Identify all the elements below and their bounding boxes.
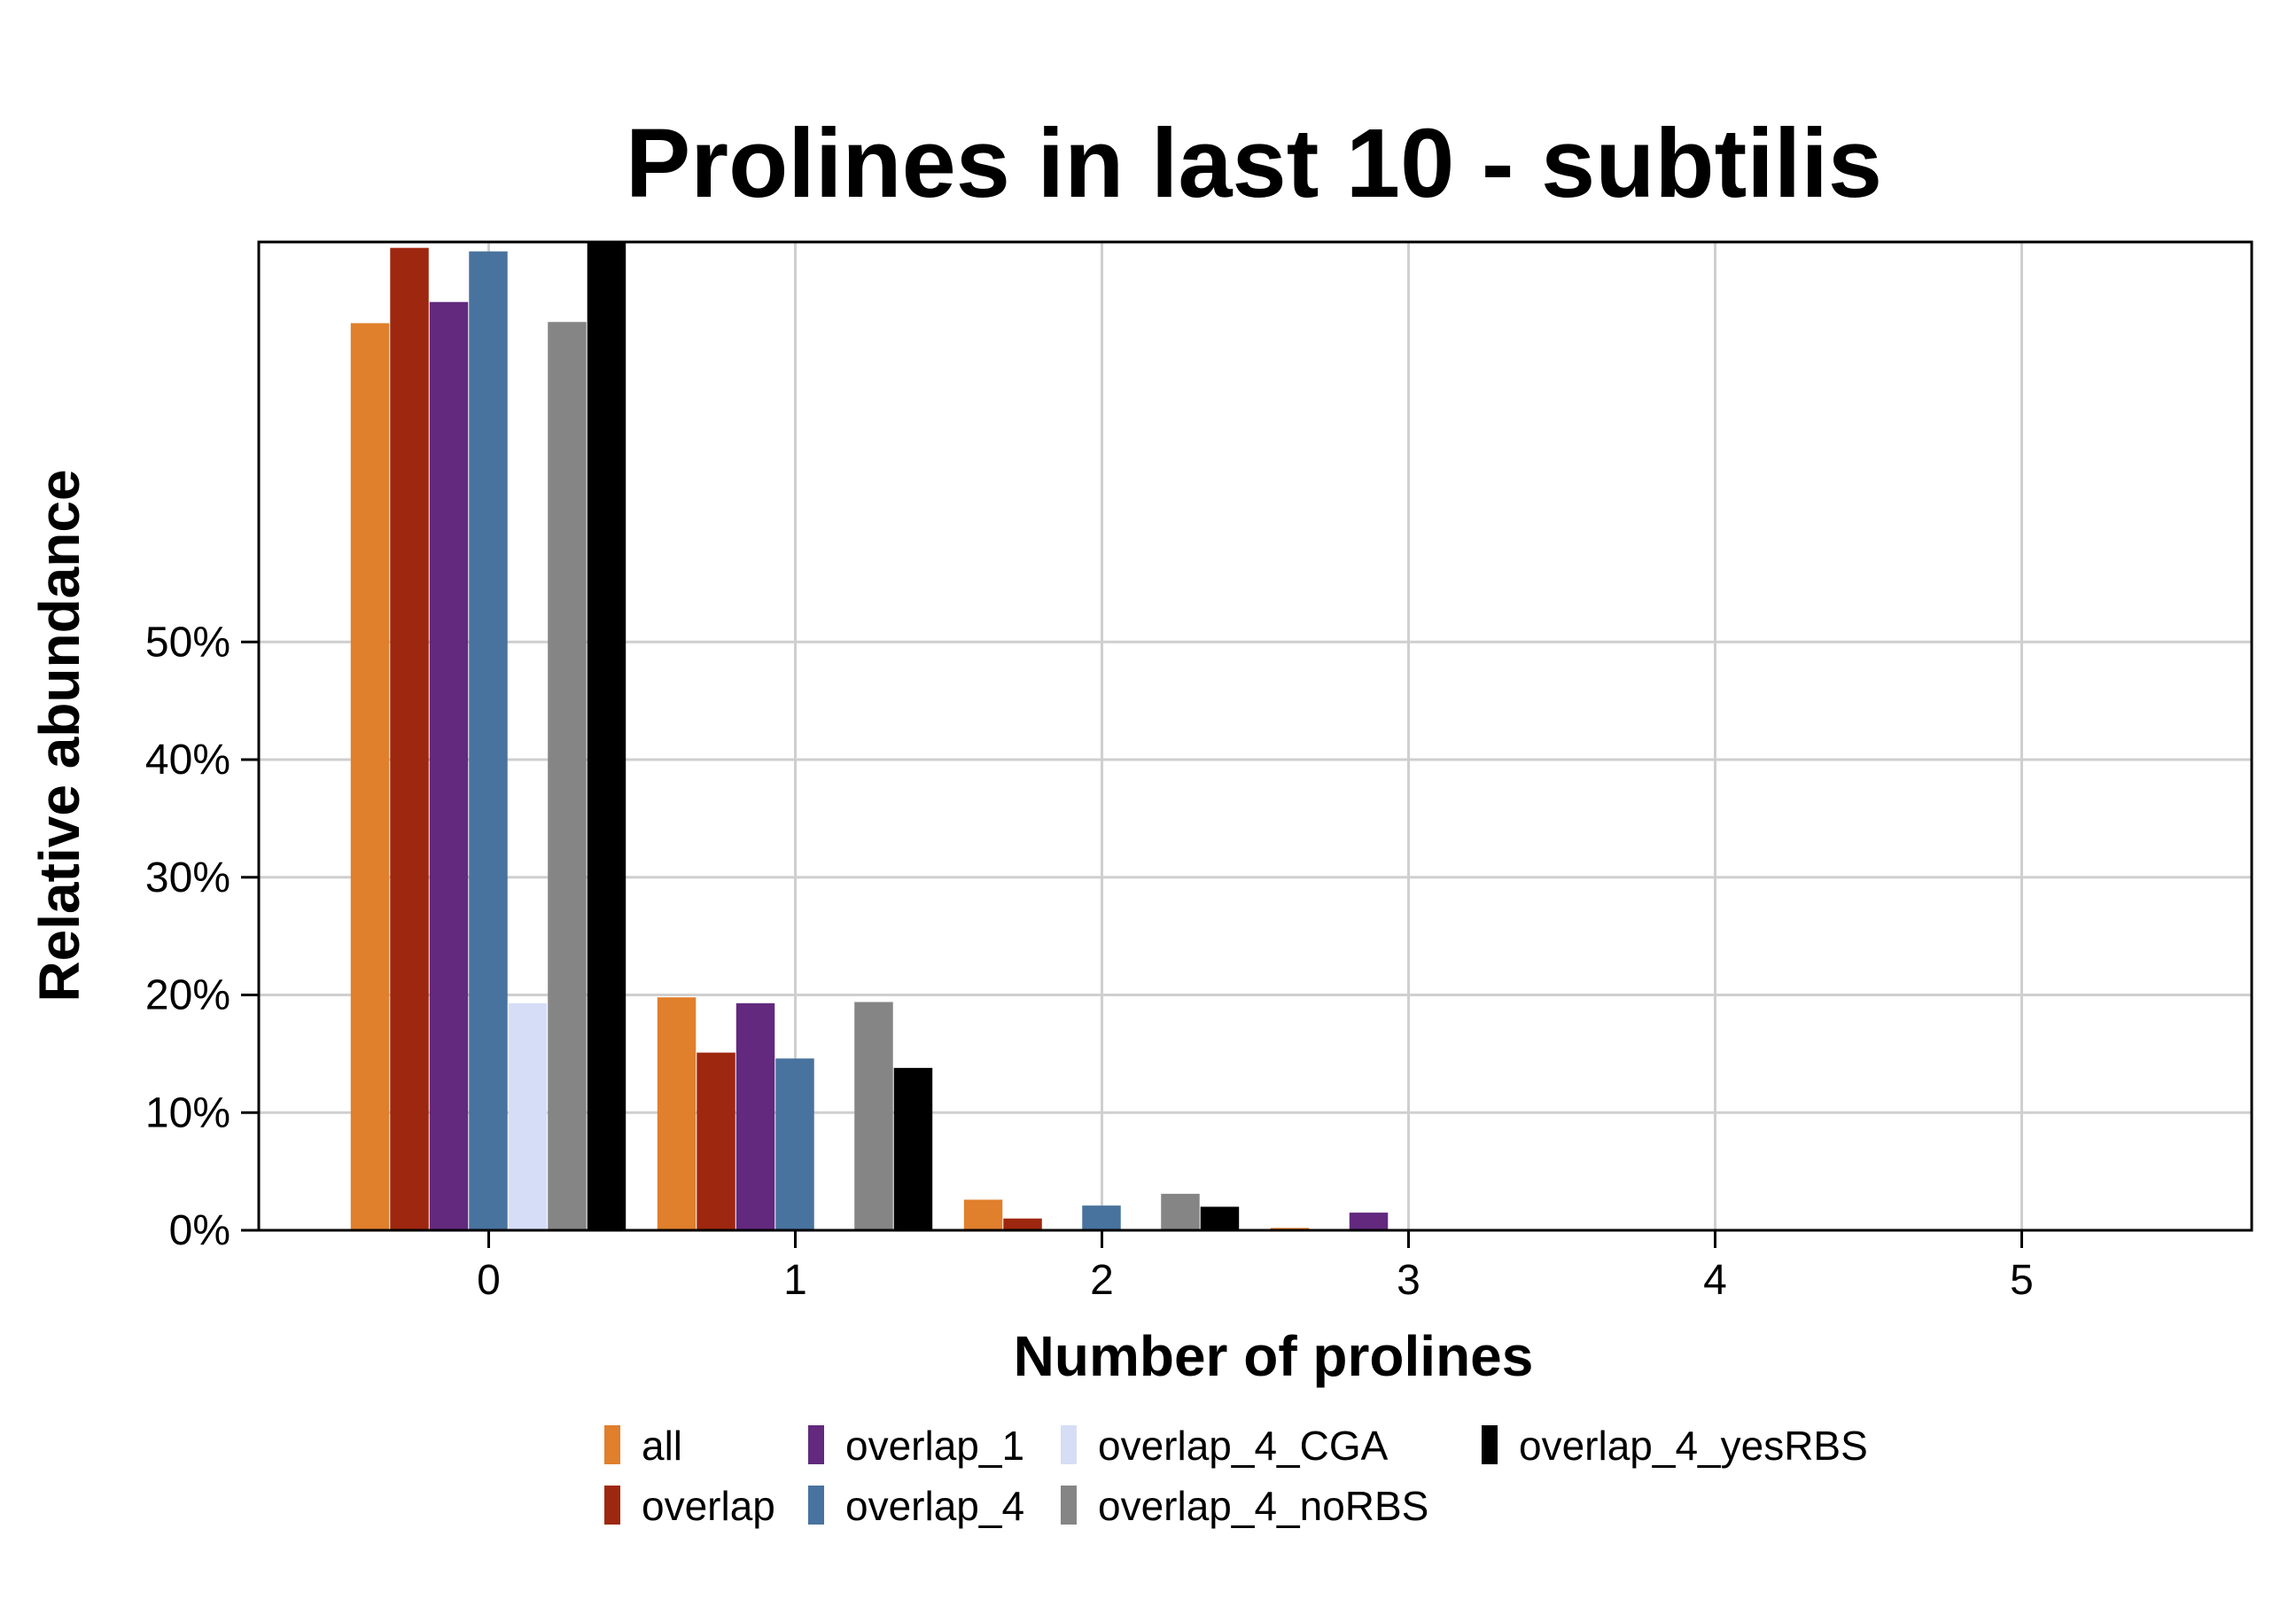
legend-swatch bbox=[604, 1486, 620, 1525]
y-tick-label: 0% bbox=[169, 1207, 230, 1254]
x-tick-label: 0 bbox=[477, 1257, 501, 1304]
chart-title: Prolines in last 10 - subtilis bbox=[626, 109, 1882, 218]
bar-all-1 bbox=[657, 997, 697, 1230]
bar-overlap-2 bbox=[1003, 1218, 1042, 1230]
legend-label: overlap_4 bbox=[845, 1483, 1024, 1529]
legend-swatch bbox=[604, 1425, 620, 1464]
axes: 0% 10% 20% 30% 40% 50% 0 1 2 3 4 5 bbox=[145, 619, 2034, 1304]
legend: all overlap overlap_1 overlap_4 overlap_4_CG… bbox=[604, 1423, 1868, 1529]
y-tick-label: 30% bbox=[145, 854, 230, 901]
legend-swatch bbox=[1482, 1425, 1498, 1464]
legend-label: overlap_4_yesRBS bbox=[1519, 1423, 1868, 1469]
bar-overlap-1 bbox=[697, 1052, 735, 1230]
x-tick-label: 2 bbox=[1090, 1257, 1114, 1304]
y-tick-label: 50% bbox=[145, 619, 230, 666]
legend-label: overlap_4_CGA bbox=[1098, 1423, 1389, 1469]
legend-item-overlap_4: overlap_4 bbox=[808, 1483, 1024, 1529]
bar-overlap_4_noRBS-0 bbox=[548, 322, 587, 1230]
x-axis-title: Number of prolines bbox=[1014, 1324, 1534, 1388]
legend-swatch bbox=[808, 1486, 824, 1525]
x-tick-label: 4 bbox=[1703, 1257, 1727, 1304]
legend-swatch bbox=[808, 1425, 824, 1464]
bar-overlap_4-2 bbox=[1082, 1205, 1121, 1230]
legend-label: overlap bbox=[642, 1483, 775, 1529]
legend-label: overlap_1 bbox=[845, 1423, 1024, 1469]
bar-overlap_4_yesRBS-2 bbox=[1200, 1206, 1240, 1230]
bar-overlap_4_CGA-0 bbox=[508, 1002, 548, 1230]
bar-overlap-0 bbox=[390, 247, 429, 1230]
y-axis-title: Relative abundance bbox=[27, 469, 91, 1002]
legend-item-overlap_4_noRBS: overlap_4_noRBS bbox=[1061, 1483, 1428, 1529]
legend-item-overlap: overlap bbox=[604, 1483, 775, 1529]
legend-item-overlap_4_CGA: overlap_4_CGA bbox=[1061, 1423, 1389, 1469]
y-tick-label: 20% bbox=[145, 972, 230, 1019]
legend-swatch bbox=[1061, 1425, 1077, 1464]
bar-overlap_4_yesRBS-1 bbox=[893, 1067, 933, 1230]
x-tick-label: 1 bbox=[783, 1257, 807, 1304]
plot-frame bbox=[257, 240, 2253, 1232]
legend-label: overlap_4_noRBS bbox=[1098, 1483, 1428, 1529]
legend-swatch bbox=[1061, 1486, 1077, 1525]
bar-overlap_1-0 bbox=[429, 301, 469, 1231]
y-tick-label: 10% bbox=[145, 1089, 230, 1136]
bar-overlap_4-1 bbox=[775, 1058, 814, 1230]
x-tick-label: 5 bbox=[2010, 1257, 2034, 1304]
bars bbox=[350, 242, 1389, 1231]
bar-all-2 bbox=[963, 1199, 1003, 1230]
x-tick-label: 3 bbox=[1397, 1257, 1420, 1304]
legend-item-all: all bbox=[604, 1423, 682, 1469]
y-tick-label: 40% bbox=[145, 737, 230, 784]
bar-overlap_4_noRBS-2 bbox=[1161, 1193, 1200, 1230]
bar-overlap_4-0 bbox=[469, 251, 508, 1231]
bar-all-0 bbox=[350, 323, 390, 1230]
legend-item-overlap_4_yesRBS: overlap_4_yesRBS bbox=[1482, 1423, 1868, 1469]
bar-overlap_1-1 bbox=[735, 1002, 775, 1230]
bar-overlap_4_noRBS-1 bbox=[854, 1002, 893, 1230]
legend-item-overlap_1: overlap_1 bbox=[808, 1423, 1024, 1469]
bar-overlap_4_yesRBS-0 bbox=[587, 242, 627, 1230]
legend-label: all bbox=[642, 1423, 682, 1469]
bar-overlap_1-3 bbox=[1349, 1213, 1389, 1230]
